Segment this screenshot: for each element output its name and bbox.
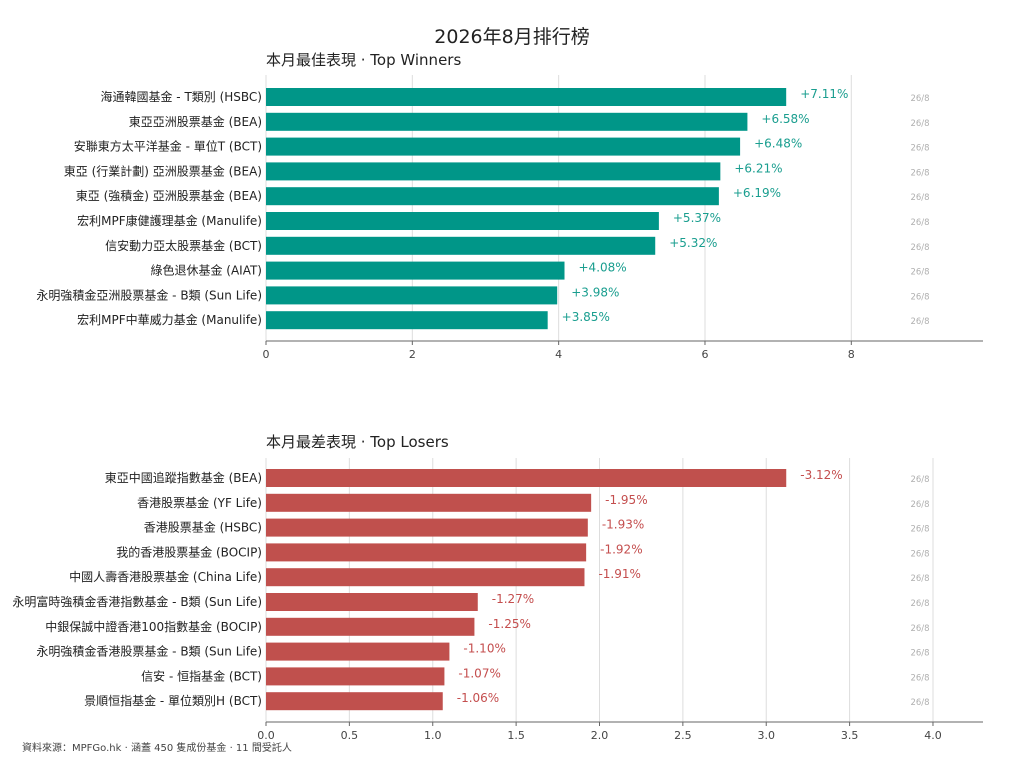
losers-value-label: -1.25% bbox=[488, 617, 530, 631]
winners-category-label: 東亞亞洲股票基金 (BEA) bbox=[129, 114, 262, 129]
source-footnote: 資料來源：MPFGo.hk · 涵蓋 450 隻成份基金 · 11 間受託人 bbox=[22, 743, 292, 754]
losers-value-label: -1.95% bbox=[605, 493, 647, 507]
losers-x-tick-label: 1.5 bbox=[507, 729, 525, 742]
losers-category-label: 景順恒指基金 - 單位類別H (BCT) bbox=[84, 693, 262, 708]
losers-value-label: -3.12% bbox=[800, 468, 842, 482]
losers-value-label: -1.10% bbox=[463, 642, 505, 656]
losers-category-label: 信安 - 恒指基金 (BCT) bbox=[141, 668, 262, 683]
winners-date-label: 26/8 bbox=[910, 94, 929, 104]
losers-value-label: -1.27% bbox=[492, 592, 534, 606]
losers-date-label: 26/8 bbox=[910, 673, 929, 683]
winners-bar bbox=[266, 162, 721, 181]
winners-x-tick-label: 4 bbox=[555, 348, 562, 361]
losers-date-label: 26/8 bbox=[910, 525, 929, 535]
winners-bar bbox=[266, 187, 719, 206]
winners-category-label: 東亞 (行業計劃) 亞洲股票基金 (BEA) bbox=[64, 163, 262, 178]
losers-date-label: 26/8 bbox=[910, 599, 929, 609]
winners-date-label: 26/8 bbox=[910, 218, 929, 228]
winners-category-label: 宏利MPF中華威力基金 (Manulife) bbox=[77, 312, 262, 327]
losers-date-label: 26/8 bbox=[910, 500, 929, 510]
losers-bar bbox=[266, 543, 587, 562]
losers-bar bbox=[266, 642, 450, 661]
losers-date-label: 26/8 bbox=[910, 698, 929, 708]
losers-category-label: 東亞中國追蹤指數基金 (BEA) bbox=[105, 470, 262, 485]
losers-x-tick-label: 1.0 bbox=[424, 729, 442, 742]
losers-x-tick-label: 3.5 bbox=[841, 729, 859, 742]
winners-date-label: 26/8 bbox=[910, 119, 929, 129]
winners-value-label: +4.08% bbox=[579, 261, 627, 275]
losers-x-tick-label: 2.0 bbox=[591, 729, 609, 742]
losers-category-label: 香港股票基金 (YF Life) bbox=[137, 495, 262, 510]
winners-value-label: +5.37% bbox=[673, 211, 721, 225]
winners-date-label: 26/8 bbox=[910, 292, 929, 302]
losers-category-label: 永明富時強積金香港指數基金 - B類 (Sun Life) bbox=[12, 594, 262, 609]
winners-date-label: 26/8 bbox=[910, 144, 929, 154]
winners-bar bbox=[266, 236, 656, 255]
winners-bar bbox=[266, 261, 565, 280]
winners-category-label: 信安動力亞太股票基金 (BCT) bbox=[105, 238, 262, 253]
losers-value-label: -1.06% bbox=[457, 691, 499, 705]
page-title: 2026年8月排行榜 bbox=[434, 26, 590, 48]
losers-value-label: -1.07% bbox=[458, 666, 500, 680]
losers-category-label: 中國人壽香港股票基金 (China Life) bbox=[69, 569, 262, 584]
winners-date-label: 26/8 bbox=[910, 317, 929, 327]
winners-category-label: 宏利MPF康健護理基金 (Manulife) bbox=[77, 213, 262, 228]
winners-x-tick-label: 6 bbox=[701, 348, 708, 361]
losers-bar bbox=[266, 593, 478, 611]
losers-bar bbox=[266, 469, 787, 487]
winners-date-label: 26/8 bbox=[910, 168, 929, 178]
losers-category-label: 香港股票基金 (HSBC) bbox=[144, 520, 262, 535]
winners-category-label: 永明強積金亞洲股票基金 - B類 (Sun Life) bbox=[36, 287, 262, 302]
losers-value-label: -1.91% bbox=[598, 567, 640, 581]
losers-category-label: 我的香港股票基金 (BOCIP) bbox=[116, 544, 262, 559]
winners-x-tick-label: 8 bbox=[848, 348, 855, 361]
losers-value-label: -1.92% bbox=[600, 542, 642, 556]
winners-bar bbox=[266, 112, 748, 131]
losers-date-label: 26/8 bbox=[910, 549, 929, 559]
winners-category-label: 海通韓國基金 - T類別 (HSBC) bbox=[100, 89, 262, 104]
winners-date-label: 26/8 bbox=[910, 268, 929, 278]
winners-bar bbox=[266, 311, 548, 330]
winners-value-label: +5.32% bbox=[669, 236, 717, 250]
winners-x-tick-label: 2 bbox=[409, 348, 416, 361]
winners-value-label: +3.85% bbox=[562, 310, 610, 324]
winners-bar bbox=[266, 286, 558, 305]
winners-value-label: +6.48% bbox=[754, 137, 802, 151]
losers-chart-title: 本月最差表現 · Top Losers bbox=[266, 433, 449, 451]
winners-category-label: 東亞 (強積金) 亞洲股票基金 (BEA) bbox=[76, 188, 262, 203]
winners-date-label: 26/8 bbox=[910, 243, 929, 253]
winners-bar bbox=[266, 137, 741, 156]
losers-category-label: 中銀保誠中證香港100指數基金 (BOCIP) bbox=[45, 619, 262, 634]
winners-date-label: 26/8 bbox=[910, 193, 929, 203]
losers-bar bbox=[266, 667, 445, 686]
winners-value-label: +6.19% bbox=[733, 186, 781, 200]
winners-value-label: +6.58% bbox=[761, 112, 809, 126]
losers-value-label: -1.93% bbox=[602, 518, 644, 532]
losers-date-label: 26/8 bbox=[910, 475, 929, 485]
losers-x-tick-label: 4.0 bbox=[924, 729, 942, 742]
winners-category-label: 安聯東方太平洋基金 - 單位T (BCT) bbox=[74, 139, 262, 154]
winners-value-label: +6.21% bbox=[734, 161, 782, 175]
losers-bar bbox=[266, 568, 585, 587]
losers-x-tick-label: 0.5 bbox=[341, 729, 359, 742]
losers-date-label: 26/8 bbox=[910, 574, 929, 584]
losers-bar bbox=[266, 518, 588, 537]
winners-bar bbox=[266, 88, 787, 106]
losers-x-tick-label: 3.0 bbox=[757, 729, 775, 742]
losers-bar bbox=[266, 493, 592, 512]
losers-date-label: 26/8 bbox=[910, 649, 929, 659]
winners-bar bbox=[266, 212, 659, 230]
winners-value-label: +7.11% bbox=[800, 87, 848, 101]
losers-category-label: 永明強積金香港股票基金 - B類 (Sun Life) bbox=[36, 644, 262, 659]
winners-value-label: +3.98% bbox=[571, 285, 619, 299]
losers-bar bbox=[266, 617, 475, 636]
winners-x-tick-label: 0 bbox=[263, 348, 270, 361]
winners-category-label: 綠色退休基金 (AIAT) bbox=[150, 263, 262, 278]
winners-chart-title: 本月最佳表現 · Top Winners bbox=[266, 51, 462, 69]
losers-date-label: 26/8 bbox=[910, 624, 929, 634]
losers-x-tick-label: 2.5 bbox=[674, 729, 692, 742]
losers-bar bbox=[266, 692, 443, 711]
